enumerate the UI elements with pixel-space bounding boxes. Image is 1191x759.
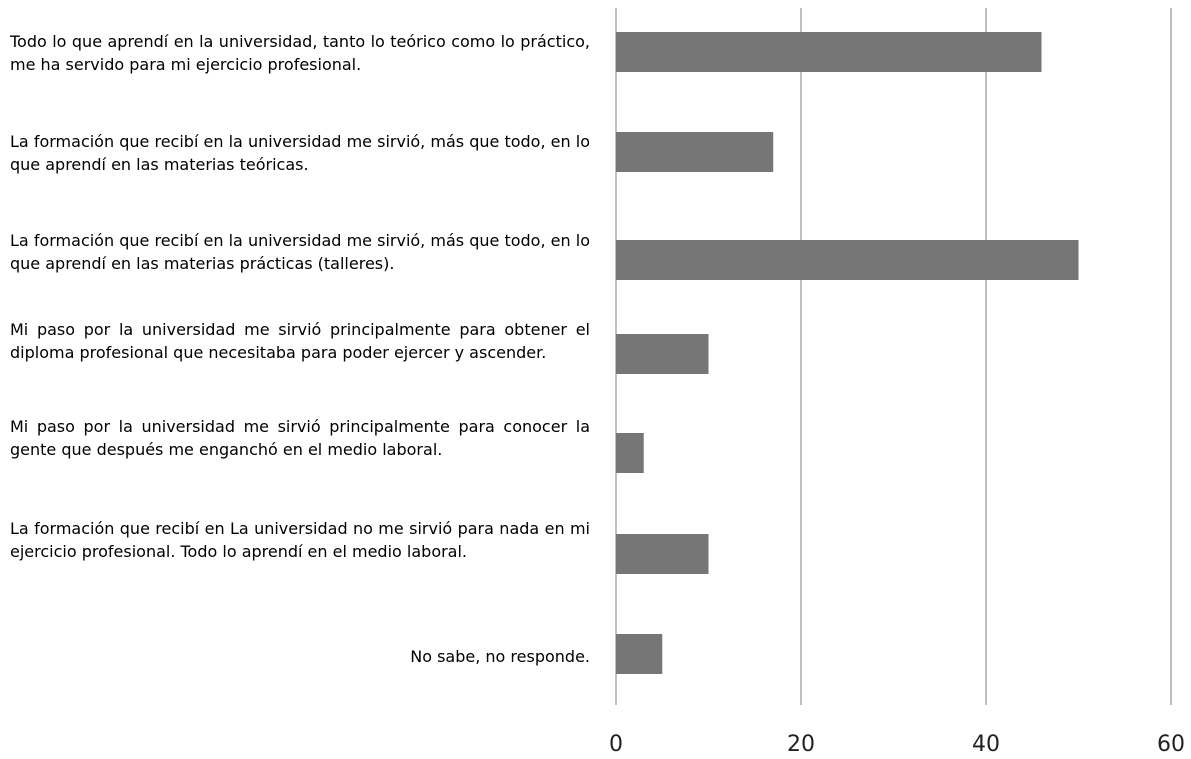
- category-label: La formación que recibí en la universida…: [10, 132, 590, 174]
- category-label: La formación que recibí en La universida…: [10, 519, 590, 561]
- x-axis-ticks: 0 20 40 60: [609, 732, 1185, 757]
- bar: [616, 334, 709, 374]
- category-label: La formación que recibí en la universida…: [10, 231, 590, 273]
- category-label: Mi paso por la universidad me sirvió pri…: [10, 320, 590, 362]
- x-tick-label: 40: [972, 732, 1000, 757]
- x-tick-label: 60: [1157, 732, 1185, 757]
- bar: [616, 634, 663, 674]
- category-label: Mi paso por la universidad me sirvió pri…: [10, 417, 590, 459]
- x-tick-label: 20: [787, 732, 815, 757]
- bars: [616, 32, 1079, 674]
- bar: [616, 240, 1079, 280]
- x-tick-label: 0: [609, 732, 623, 757]
- category-label: Todo lo que aprendí en la universidad, t…: [10, 32, 590, 74]
- bar: [616, 132, 774, 172]
- category-label: No sabe, no responde.: [410, 647, 590, 666]
- bar: [616, 433, 644, 473]
- bar: [616, 32, 1042, 72]
- bar: [616, 534, 709, 574]
